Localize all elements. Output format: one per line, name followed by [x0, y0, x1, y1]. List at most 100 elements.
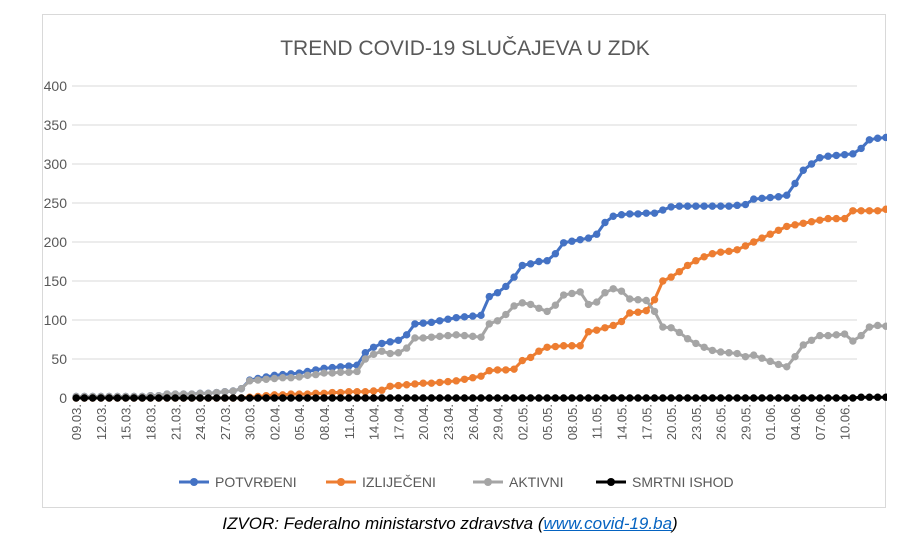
x-tick-label-12.03.: 12.03. [94, 404, 109, 440]
point-smrtni-ishod-68 [634, 394, 642, 402]
point-izlije-eni-98 [882, 205, 887, 213]
point-aktivni-48 [469, 332, 477, 341]
point-aktivni-60 [568, 289, 576, 298]
point-aktivni-55 [526, 300, 535, 309]
x-tick-label-14.04.: 14.04. [367, 404, 382, 440]
point-izlije-eni-68 [634, 308, 642, 316]
point-aktivni-88 [799, 341, 807, 349]
point-smrtni-ishod-13 [179, 394, 188, 402]
point-smrtni-ishod-3 [97, 394, 105, 402]
point-smrtni-ishod-15 [196, 394, 204, 402]
point-aktivni-49 [477, 333, 485, 341]
legend-marker-potvr-eni [190, 478, 198, 486]
source-caption: IZVOR: Federalno ministarstvo zdravstva … [0, 514, 900, 534]
point-aktivni-90 [816, 331, 824, 340]
point-smrtni-ishod-38 [386, 394, 394, 402]
point-smrtni-ishod-30 [320, 394, 328, 402]
y-tick-label-250: 250 [44, 195, 68, 211]
point-potvr-eni-85 [774, 193, 783, 201]
point-izlije-eni-72 [667, 273, 675, 281]
point-smrtni-ishod-56 [535, 394, 543, 402]
point-potvr-eni-58 [551, 250, 560, 258]
point-smrtni-ishod-41 [411, 394, 419, 402]
point-potvr-eni-81 [741, 200, 750, 209]
point-smrtni-ishod-74 [683, 394, 692, 402]
point-smrtni-ishod-70 [650, 394, 659, 402]
point-aktivni-24 [270, 374, 279, 383]
point-izlije-eni-61 [576, 342, 584, 350]
point-smrtni-ishod-93 [840, 394, 849, 402]
point-smrtni-ishod-2 [88, 394, 97, 402]
source-link[interactable]: www.covid-19.ba [543, 514, 673, 533]
point-potvr-eni-49 [477, 311, 485, 320]
point-potvr-eni-41 [411, 320, 419, 328]
point-izlije-eni-93 [840, 214, 849, 223]
point-smrtni-ishod-96 [865, 393, 874, 401]
point-potvr-eni-56 [535, 257, 543, 266]
point-aktivni-62 [584, 300, 593, 309]
point-aktivni-92 [832, 331, 841, 339]
point-izlije-eni-34 [353, 388, 361, 396]
point-smrtni-ishod-42 [419, 394, 427, 402]
x-tick-label-14.05.: 14.05. [615, 404, 630, 440]
point-izlije-eni-59 [559, 342, 568, 350]
point-smrtni-ishod-50 [485, 394, 493, 402]
point-smrtni-ishod-63 [593, 394, 601, 402]
point-aktivni-36 [369, 350, 378, 359]
point-smrtni-ishod-24 [270, 394, 279, 402]
point-aktivni-59 [559, 291, 568, 299]
point-aktivni-23 [262, 375, 270, 383]
point-smrtni-ishod-27 [295, 394, 303, 402]
point-smrtni-ishod-66 [617, 394, 626, 402]
point-aktivni-84 [766, 357, 774, 366]
x-tick-label-17.05.: 17.05. [639, 404, 654, 440]
y-tick-label-350: 350 [44, 117, 68, 133]
point-potvr-eni-71 [659, 206, 667, 214]
point-potvr-eni-42 [419, 319, 427, 327]
y-tick-label-200: 200 [44, 234, 68, 250]
point-smrtni-ishod-85 [774, 394, 783, 402]
point-potvr-eni-94 [849, 150, 857, 158]
point-smrtni-ishod-37 [378, 394, 386, 402]
point-aktivni-38 [386, 349, 394, 358]
point-aktivni-39 [394, 349, 403, 357]
point-izlije-eni-95 [857, 207, 865, 215]
point-izlije-eni-81 [741, 242, 750, 250]
point-smrtni-ishod-81 [741, 394, 750, 402]
point-potvr-eni-97 [873, 134, 882, 142]
point-izlije-eni-91 [824, 214, 832, 223]
point-potvr-eni-92 [832, 151, 841, 160]
point-potvr-eni-86 [783, 191, 791, 199]
y-tick-label-300: 300 [44, 156, 68, 172]
point-potvr-eni-69 [642, 209, 650, 217]
x-tick-label-05.05.: 05.05. [540, 404, 555, 440]
point-izlije-eni-75 [692, 257, 700, 265]
legend-marker-izlije-eni [337, 478, 345, 486]
point-smrtni-ishod-75 [692, 394, 700, 402]
point-aktivni-52 [502, 310, 510, 319]
point-izlije-eni-31 [328, 388, 336, 397]
point-smrtni-ishod-91 [824, 394, 832, 402]
point-smrtni-ishod-45 [444, 394, 452, 402]
point-aktivni-77 [708, 346, 717, 355]
point-smrtni-ishod-14 [188, 394, 196, 402]
point-smrtni-ishod-97 [873, 393, 882, 401]
x-tick-label-09.03.: 09.03. [69, 404, 84, 440]
point-izlije-eni-38 [386, 382, 394, 390]
x-tick-label-07.06.: 07.06. [813, 404, 828, 440]
point-izlije-eni-52 [502, 366, 510, 374]
point-izlije-eni-39 [394, 381, 403, 390]
point-aktivni-57 [543, 307, 551, 316]
point-aktivni-58 [551, 301, 560, 309]
x-tick-label-27.03.: 27.03. [218, 404, 233, 440]
point-smrtni-ishod-29 [312, 394, 320, 402]
point-smrtni-ishod-64 [601, 394, 609, 402]
point-smrtni-ishod-59 [559, 394, 568, 402]
point-potvr-eni-53 [510, 273, 518, 281]
point-smrtni-ishod-5 [113, 394, 122, 402]
point-aktivni-83 [758, 354, 766, 362]
point-aktivni-97 [873, 321, 882, 330]
point-smrtni-ishod-0 [72, 394, 80, 402]
point-izlije-eni-88 [799, 219, 807, 227]
point-izlije-eni-58 [551, 342, 560, 351]
